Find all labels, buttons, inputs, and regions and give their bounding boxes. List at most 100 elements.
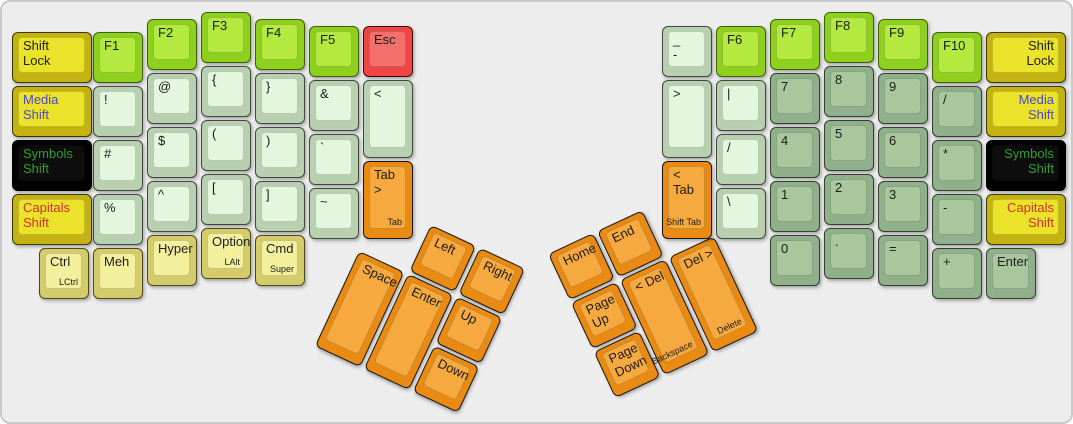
key-cmd[interactable]: Cmd Super	[255, 235, 305, 286]
key-label: Down	[435, 355, 472, 384]
key-enter-right[interactable]: Enter	[986, 248, 1036, 299]
key-minus-underscore[interactable]: _ -	[662, 26, 712, 77]
key-label: Page Down	[606, 339, 649, 380]
keytop: #	[99, 145, 136, 181]
key-hyper[interactable]: Hyper	[147, 235, 197, 286]
key-label: Del >	[681, 245, 716, 272]
key-media-shift-right[interactable]: Media Shift	[986, 86, 1066, 137]
key-equals[interactable]: =	[878, 235, 928, 286]
key-option[interactable]: Option LAlt	[201, 228, 251, 279]
key-label: %	[104, 200, 116, 215]
key-close-paren[interactable]: )	[255, 127, 305, 178]
key-at[interactable]: @	[147, 73, 197, 124]
keytop: Cmd Super	[261, 240, 298, 276]
keytop: Media Shift	[18, 91, 85, 127]
key-decimal-point[interactable]: .	[824, 228, 874, 279]
keytop: ]	[261, 186, 298, 222]
key-f7[interactable]: F7	[770, 19, 820, 70]
key-f8[interactable]: F8	[824, 12, 874, 63]
key-shift-lock-right[interactable]: Shift Lock	[986, 32, 1066, 83]
key-shift-lock-left[interactable]: Shift Lock	[12, 32, 92, 83]
key-open-paren[interactable]: (	[201, 120, 251, 171]
key-sublabel: Shift Tab	[666, 217, 701, 227]
keytop: %	[99, 199, 136, 235]
key-f1[interactable]: F1	[93, 32, 143, 83]
key-asterisk[interactable]: *	[932, 140, 982, 191]
key-open-bracket[interactable]: [	[201, 174, 251, 225]
key-slash[interactable]: /	[716, 134, 766, 185]
keytop: \	[722, 193, 759, 229]
key-num-8[interactable]: 8	[824, 66, 874, 117]
key-f10[interactable]: F10	[932, 32, 982, 83]
key-caret[interactable]: ^	[147, 181, 197, 232]
key-capitals-shift-left[interactable]: Capitals Shift	[12, 194, 92, 245]
key-capitals-shift-right[interactable]: Capitals Shift	[986, 194, 1066, 245]
key-close-brace[interactable]: }	[255, 73, 305, 124]
key-f5[interactable]: F5	[309, 26, 359, 77]
key-f9[interactable]: F9	[878, 19, 928, 70]
key-label: Capitals Shift	[1007, 200, 1054, 230]
key-label: Media Shift	[23, 92, 59, 122]
key-symbols-shift-left[interactable]: Symbols Shift	[12, 140, 92, 191]
key-label: ~	[320, 194, 328, 209]
key-num-0[interactable]: 0	[770, 235, 820, 286]
key-num-9[interactable]: 9	[878, 73, 928, 124]
key-backslash[interactable]: \	[716, 188, 766, 239]
key-symbols-shift-right[interactable]: Symbols Shift	[986, 140, 1066, 191]
keytop: 9	[884, 78, 921, 114]
key-meh[interactable]: Meh	[93, 248, 143, 299]
keytop: 4	[776, 132, 813, 168]
key-label: 2	[835, 180, 843, 195]
key-greater-than[interactable]: >	[662, 80, 712, 158]
key-label: Capitals Shift	[23, 200, 70, 230]
key-label: 5	[835, 126, 843, 141]
keytop: Option LAlt	[207, 233, 250, 269]
keytop: Page Down	[601, 338, 650, 387]
keytop: `	[315, 139, 352, 175]
key-close-bracket[interactable]: ]	[255, 181, 305, 232]
key-media-shift-left[interactable]: Media Shift	[12, 86, 92, 137]
key-tilde[interactable]: ~	[309, 188, 359, 239]
key-pipe[interactable]: |	[716, 80, 766, 131]
key-exclamation[interactable]: !	[93, 86, 143, 137]
key-f4[interactable]: F4	[255, 19, 305, 70]
key-label: Enter	[997, 254, 1029, 269]
key-dollar[interactable]: $	[147, 127, 197, 178]
key-ampersand[interactable]: &	[309, 80, 359, 131]
key-hash[interactable]: #	[93, 140, 143, 191]
key-shift-tab[interactable]: < Tab Shift Tab	[662, 161, 712, 239]
key-num-7[interactable]: 7	[770, 73, 820, 124]
keytop: !	[99, 91, 136, 127]
key-label: F10	[943, 38, 966, 53]
keytop: End	[604, 217, 654, 266]
key-num-4[interactable]: 4	[770, 127, 820, 178]
keytop: Enter	[992, 253, 1029, 289]
key-label: 9	[889, 79, 897, 94]
key-open-brace[interactable]: {	[201, 66, 251, 117]
key-label: End	[609, 222, 637, 246]
keytop: Esc	[369, 31, 406, 67]
key-label: Media Shift	[1018, 92, 1054, 122]
key-less-than[interactable]: <	[363, 80, 413, 158]
key-num-5[interactable]: 5	[824, 120, 874, 171]
key-backtick[interactable]: `	[309, 134, 359, 185]
key-f6[interactable]: F6	[716, 26, 766, 77]
key-num-2[interactable]: 2	[824, 174, 874, 225]
key-label: #	[104, 146, 112, 161]
key-tab-forward[interactable]: Tab > Tab	[363, 161, 413, 239]
key-plus[interactable]: +	[932, 248, 982, 299]
key-label: F9	[889, 25, 905, 40]
key-label: <	[374, 86, 382, 101]
key-f3[interactable]: F3	[201, 12, 251, 63]
key-percent[interactable]: %	[93, 194, 143, 245]
keytop: 7	[776, 78, 813, 114]
key-minus-numpad[interactable]: -	[932, 194, 982, 245]
key-esc[interactable]: Esc	[363, 26, 413, 77]
key-num-6[interactable]: 6	[878, 127, 928, 178]
key-f2[interactable]: F2	[147, 19, 197, 70]
key-slash-numpad[interactable]: /	[932, 86, 982, 137]
key-num-3[interactable]: 3	[878, 181, 928, 232]
key-num-1[interactable]: 1	[770, 181, 820, 232]
keytop: (	[207, 125, 244, 161]
key-ctrl[interactable]: Ctrl LCtrl	[39, 248, 89, 299]
